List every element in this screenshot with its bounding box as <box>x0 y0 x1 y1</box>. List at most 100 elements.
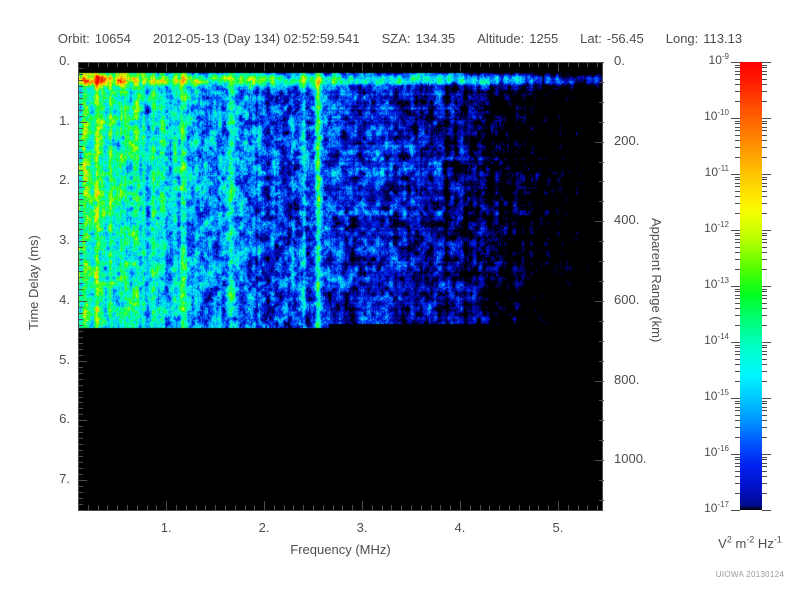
x-minor-tick <box>431 505 432 510</box>
colorbar-minor-tick <box>762 91 767 92</box>
y-minor-tick <box>78 116 83 117</box>
x-minor-tick-top <box>186 62 187 67</box>
colorbar-minor-tick <box>735 345 740 346</box>
x-minor-tick <box>333 505 334 510</box>
colorbar-minor-tick <box>735 123 740 124</box>
colorbar <box>740 62 762 510</box>
colorbar-minor-tick <box>762 239 767 240</box>
x-minor-tick <box>372 505 373 510</box>
x-minor-tick <box>293 505 294 510</box>
colorbar-minor-tick <box>735 91 740 92</box>
colorbar-minor-tick <box>762 123 767 124</box>
x-minor-tick-top <box>284 62 285 67</box>
y-major-tick <box>78 361 87 362</box>
y-minor-tick <box>78 504 83 505</box>
colorbar-minor-tick <box>735 65 740 66</box>
x-minor-tick <box>186 505 187 510</box>
spectrogram-image <box>78 62 602 510</box>
x-minor-tick-top <box>450 62 451 67</box>
colorbar-minor-tick <box>735 84 740 85</box>
y-minor-tick <box>78 450 83 451</box>
colorbar-minor-tick <box>735 381 740 382</box>
colorbar-minor-tick <box>735 493 740 494</box>
colorbar-major-tick <box>762 342 771 343</box>
colorbar-minor-tick <box>735 295 740 296</box>
y-minor-tick <box>78 510 83 511</box>
colorbar-minor-tick <box>735 407 740 408</box>
x-minor-tick <box>597 505 598 510</box>
colorbar-major-tick <box>731 174 740 175</box>
colorbar-minor-tick <box>735 347 740 348</box>
x-minor-tick-top <box>196 62 197 67</box>
colorbar-minor-tick <box>735 203 740 204</box>
x-major-tick <box>264 501 265 510</box>
colorbar-minor-tick <box>762 295 767 296</box>
y-minor-tick <box>78 468 83 469</box>
x-minor-tick-top <box>127 62 128 67</box>
header-label-altitude: Altitude: <box>477 30 525 46</box>
y-minor-tick <box>78 343 83 344</box>
x-minor-tick-top <box>274 62 275 67</box>
header-label-long: Long: <box>665 30 699 46</box>
x-minor-tick-top <box>538 62 539 67</box>
y-minor-tick <box>78 199 83 200</box>
colorbar-minor-tick <box>735 233 740 234</box>
colorbar-minor-tick <box>735 121 740 122</box>
y-major-tick <box>78 241 87 242</box>
colorbar-minor-tick <box>735 147 740 148</box>
y2-major-tick <box>595 62 604 63</box>
header-info-bar: Orbit: 10654 2012-05-13 (Day 134) 02:52:… <box>0 28 800 48</box>
colorbar-minor-tick <box>735 325 740 326</box>
y-minor-tick <box>78 152 83 153</box>
colorbar-minor-tick <box>762 466 767 467</box>
colorbar-minor-tick <box>735 415 740 416</box>
colorbar-minor-tick <box>735 315 740 316</box>
colorbar-minor-tick <box>735 371 740 372</box>
x-minor-tick <box>323 505 324 510</box>
colorbar-minor-tick <box>735 140 740 141</box>
y-minor-tick <box>78 289 83 290</box>
x-minor-tick <box>578 505 579 510</box>
colorbar-minor-tick <box>762 179 767 180</box>
colorbar-major-tick <box>731 62 740 63</box>
colorbar-minor-tick <box>762 459 767 460</box>
colorbar-minor-tick <box>762 269 767 270</box>
y-tick-label-left: 0. <box>59 53 70 68</box>
x-axis-top-line <box>78 62 603 63</box>
y-minor-tick <box>78 134 83 135</box>
y-tick-label-left: 3. <box>59 232 70 248</box>
colorbar-minor-tick <box>762 183 767 184</box>
colorbar-major-tick <box>762 398 771 399</box>
x-major-tick <box>558 501 559 510</box>
x-minor-tick-top <box>98 62 99 67</box>
y2-minor-tick <box>599 122 604 123</box>
x-minor-tick <box>235 505 236 510</box>
x-minor-tick-top <box>323 62 324 67</box>
y-minor-tick <box>78 331 83 332</box>
x-minor-tick <box>303 505 304 510</box>
colorbar-major-tick <box>762 510 771 511</box>
x-minor-tick <box>117 505 118 510</box>
colorbar-minor-tick <box>762 235 767 236</box>
header-value-altitude: 1255 <box>529 30 559 46</box>
y2-minor-tick <box>599 480 604 481</box>
colorbar-minor-tick <box>735 289 740 290</box>
colorbar-minor-tick <box>762 471 767 472</box>
colorbar-minor-tick <box>735 471 740 472</box>
colorbar-minor-tick <box>762 196 767 197</box>
colorbar-minor-tick <box>762 259 767 260</box>
header-label-sza: SZA: <box>381 30 411 46</box>
colorbar-minor-tick <box>762 213 767 214</box>
y-minor-tick <box>78 158 83 159</box>
y2-minor-tick <box>599 261 604 262</box>
x-minor-tick-top <box>147 62 148 67</box>
y-minor-tick <box>78 426 83 427</box>
y-minor-tick <box>78 492 83 493</box>
x-minor-tick <box>245 505 246 510</box>
y-minor-tick <box>78 307 83 308</box>
colorbar-minor-tick <box>762 233 767 234</box>
x-minor-tick <box>176 505 177 510</box>
y-minor-tick <box>78 474 83 475</box>
colorbar-minor-tick <box>762 457 767 458</box>
colorbar-minor-tick <box>762 242 767 243</box>
